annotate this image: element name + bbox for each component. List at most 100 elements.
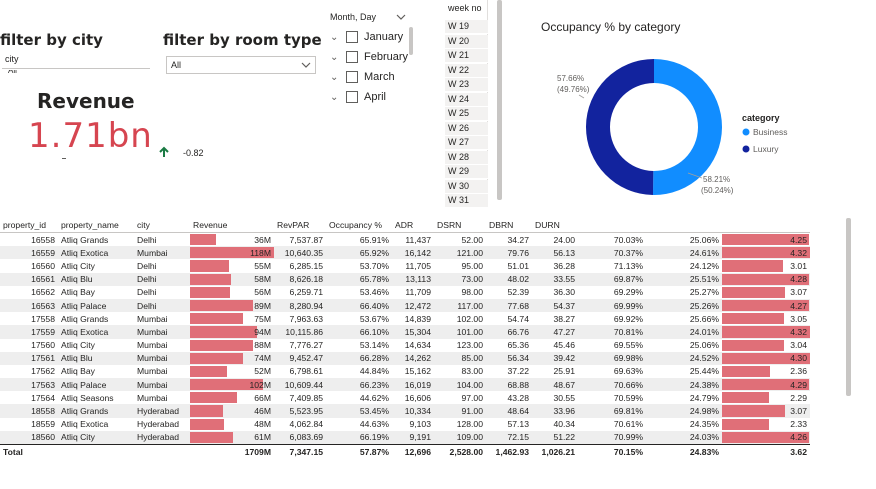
table-cell: 8,626.18 [274,272,326,286]
total-cell: 57.87% [326,444,392,459]
week-item[interactable]: W 21 [445,49,488,63]
table-row[interactable]: 18559 Atliq Exotica Hyderabad 48M 4,062.84 44… [0,418,810,431]
column-header[interactable] [722,218,810,233]
data-bar [190,392,237,404]
donut-slice-luxury[interactable] [586,59,654,195]
table-cell: Atliq Blu [58,272,134,286]
city-dropdown-label: city [5,54,19,64]
table-row[interactable]: 16559 Atliq Exotica Mumbai 118M 10,640.35 65.… [0,246,810,260]
donut-legend-title: category [742,113,780,123]
week-item[interactable]: W 31 [445,194,488,208]
table-row[interactable]: 17564 Atliq Seasons Mumbai 66M 7,409.85 44.62… [0,391,810,404]
table-row[interactable]: 17563 Atliq Palace Mumbai 102M 10,609.44 66.2… [0,378,810,392]
month-slicer-scrollbar[interactable] [409,27,413,55]
month-item-march[interactable]: ⌄ March [330,67,395,87]
data-bar [190,273,232,285]
column-header[interactable]: property_id [0,218,58,233]
cell-value: 66M [254,392,271,403]
revenue-cell: 75M [190,312,274,325]
week-item[interactable]: W 30 [445,179,488,194]
table-cell: Atliq Grands [61,234,109,245]
week-item[interactable]: W 22 [445,63,488,78]
table-cell: 48.67 [532,378,578,392]
table-cell: 71.13% [613,260,643,271]
table-row[interactable]: 17561 Atliq Blu Mumbai 74M 9,452.47 66.28% 14,… [0,351,810,365]
metric-bar-cell: 3.05 [722,312,810,325]
chevron-down-icon[interactable]: ⌄ [330,91,339,103]
data-bar [190,365,228,378]
column-header[interactable]: property_name [58,218,134,233]
column-header[interactable]: ADR [392,218,434,233]
donut-slice-business[interactable] [652,59,723,195]
table-cell: Mumbai [137,366,168,377]
table-cell: 48.64 [486,404,532,418]
table-row[interactable]: 16562 Atliq Bay Delhi 56M 6,259.71 53.46% 11,7… [0,286,810,299]
month-checkbox[interactable] [346,71,358,83]
cell-value: 3.07 [790,287,807,298]
week-item[interactable]: W 28 [445,150,488,165]
month-item-january[interactable]: ⌄ January [330,27,403,47]
chevron-down-icon[interactable]: ⌄ [330,31,339,43]
table-row[interactable]: 17560 Atliq City Mumbai 88M 7,776.27 53.14% 14… [0,339,810,352]
table-row[interactable]: 16560 Atliq City Delhi 55M 6,285.15 53.70% 11,… [0,259,810,272]
month-item-april[interactable]: ⌄ April [330,87,386,107]
table-cell: 109.00 [434,430,486,445]
chevron-down-icon[interactable] [396,13,406,21]
chevron-down-icon[interactable]: ⌄ [330,51,339,63]
column-header[interactable]: DSRN [434,218,486,233]
legend-entry-business[interactable]: Business [753,127,788,137]
column-header[interactable]: Occupancy % [326,218,392,233]
table-row[interactable]: 17562 Atliq Bay Mumbai 52M 6,798.61 44.84% 15,… [0,365,810,378]
table-cell: 17563 [0,378,58,392]
cell-value: 89M [254,300,271,311]
data-bar [190,247,274,259]
cell-value: 52M [254,366,271,377]
month-checkbox[interactable] [346,91,358,103]
table-cell: 24.00 [553,234,575,245]
city-dropdown-hint: All [8,70,17,75]
table-cell: Atliq Grands [58,404,134,418]
chevron-down-icon[interactable]: ⌄ [330,71,339,83]
revenue-cell: 61M [190,430,274,445]
column-header[interactable]: RevPAR [274,218,326,233]
month-item-february[interactable]: ⌄ February [330,47,408,67]
month-checkbox[interactable] [346,51,358,63]
table-row[interactable]: 17558 Atliq Grands Mumbai 75M 7,963.63 53.67%… [0,312,810,325]
table-cell: 65.92% [326,246,392,260]
column-header[interactable]: DBRN [486,218,532,233]
week-item[interactable]: W 25 [445,107,488,121]
cell-value: 2.29 [790,392,807,403]
legend-marker-business [742,128,750,136]
week-item[interactable]: W 29 [445,165,488,179]
table-row[interactable]: 18558 Atliq Grands Hyderabad 46M 5,523.95 53.… [0,404,810,418]
table-row[interactable]: 16558 Atliq Grands Delhi 36M 7,537.87 65.91% 1… [0,233,810,247]
cell-value: 4.26 [790,432,807,443]
week-item[interactable]: W 27 [445,136,488,150]
data-bar [190,339,253,351]
table-row[interactable]: 16563 Atliq Palace Delhi 89M 8,280.94 66.40% 1… [0,298,810,313]
week-item[interactable]: W 24 [445,92,488,107]
table-row[interactable]: 16561 Atliq Blu Delhi 58M 8,626.18 65.78% 13,1… [0,272,810,286]
column-header[interactable]: Revenue [190,218,274,233]
table-scrollbar[interactable] [846,218,851,396]
column-header[interactable]: city [134,218,190,233]
table-cell: 70.61% [613,419,643,430]
column-header[interactable] [578,218,646,233]
column-header[interactable] [646,218,722,233]
table-cell: 33.96 [532,404,578,418]
table-row[interactable]: 17559 Atliq Exotica Mumbai 94M 10,115.86 66.1… [0,325,810,339]
revenue-cell: 89M [190,298,274,313]
city-dropdown[interactable]: city [2,52,150,69]
month-checkbox[interactable] [346,31,358,43]
week-item[interactable]: W 23 [445,78,488,92]
legend-entry-luxury[interactable]: Luxury [753,144,779,154]
table-row[interactable]: 18560 Atliq City Hyderabad 61M 6,083.69 66.19… [0,430,810,445]
week-item[interactable]: W 19 [445,20,488,34]
week-item[interactable]: W 26 [445,121,488,136]
room-type-dropdown[interactable]: All [166,56,316,74]
column-header[interactable]: DURN [532,218,578,233]
table-cell: 65.91% [359,234,389,245]
week-slicer-scrollbar[interactable] [497,0,502,200]
table-cell: 101.00 [434,325,486,339]
week-item[interactable]: W 20 [445,34,488,49]
